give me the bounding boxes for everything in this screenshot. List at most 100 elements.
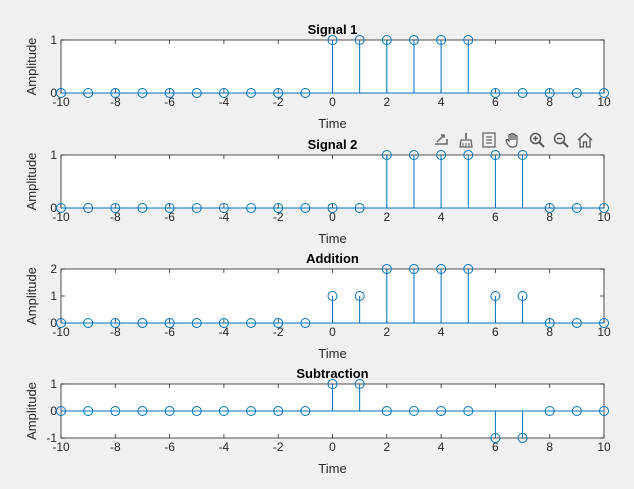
stem-marker xyxy=(300,203,311,213)
x-tick-label: -2 xyxy=(273,325,284,339)
stem-marker xyxy=(137,318,148,328)
subplot-title: Subtraction xyxy=(296,366,368,381)
x-tick-label: -8 xyxy=(110,210,121,224)
x-tick-label: 6 xyxy=(492,325,499,339)
stem-marker xyxy=(327,35,338,45)
stem-marker xyxy=(56,406,66,416)
stem-marker xyxy=(381,406,392,416)
x-tick-label: 4 xyxy=(438,325,445,339)
y-tick-label: -1 xyxy=(46,431,57,445)
x-tick-label: 10 xyxy=(597,95,611,109)
stem-marker xyxy=(246,88,257,98)
x-tick-label: -6 xyxy=(164,325,175,339)
stem-marker xyxy=(191,88,202,98)
x-tick-label: 8 xyxy=(546,325,553,339)
stem-marker xyxy=(191,318,202,328)
stem-marker xyxy=(517,150,528,160)
stem-marker xyxy=(544,318,555,328)
y-tick-label: 0 xyxy=(50,404,57,418)
x-tick-label: 8 xyxy=(546,210,553,224)
y-axis-label: Amplitude xyxy=(24,382,39,440)
x-tick-label: -6 xyxy=(164,210,175,224)
stem-marker xyxy=(137,203,148,213)
axes-toolbar xyxy=(430,129,595,150)
x-tick-label: 10 xyxy=(597,440,611,454)
stem-marker xyxy=(544,203,555,213)
stem-marker xyxy=(463,406,474,416)
y-tick-label: 0 xyxy=(50,86,57,100)
stem-marker xyxy=(191,203,202,213)
stem-marker xyxy=(544,406,555,416)
subplot-1: -10 -8 -6 -4 -2 0 2 4 6 8 10 0 1 Signal 1 Time Amplitud… xyxy=(24,22,611,131)
stem-marker xyxy=(164,406,175,416)
stem-marker xyxy=(354,379,365,389)
x-tick-label: -4 xyxy=(219,440,230,454)
stem-marker xyxy=(218,318,229,328)
stem-marker xyxy=(490,88,501,98)
x-tick-label: 0 xyxy=(329,95,336,109)
stem-marker xyxy=(354,203,365,213)
stem-marker xyxy=(490,291,501,301)
home-icon[interactable] xyxy=(574,129,595,150)
data-tips-icon[interactable] xyxy=(478,129,499,150)
brush-icon[interactable] xyxy=(454,129,475,150)
y-tick-label: 1 xyxy=(50,377,57,391)
subplot-3: -10 -8 -6 -4 -2 0 2 4 6 8 10 0 1 2 Addition Time Amplitu… xyxy=(24,251,611,361)
x-tick-label: 0 xyxy=(329,440,336,454)
stem-marker xyxy=(436,406,447,416)
stem-marker xyxy=(599,203,609,213)
stem-marker xyxy=(56,88,66,98)
x-axis-label: Time xyxy=(318,231,346,246)
stem-marker xyxy=(164,88,175,98)
stem-marker xyxy=(408,150,419,160)
x-tick-label: -8 xyxy=(110,95,121,109)
x-axis-label: Time xyxy=(318,346,346,361)
stem-marker xyxy=(571,88,582,98)
plot-area xyxy=(60,154,605,209)
stem-marker xyxy=(246,318,257,328)
subplot-2: -10 -8 -6 -4 -2 0 2 4 6 8 10 0 1 Signal 2 Time Amplitud… xyxy=(24,137,611,246)
subplot-title: Signal 1 xyxy=(308,22,358,37)
stem-marker xyxy=(300,88,311,98)
stem-marker xyxy=(599,318,609,328)
stem-marker xyxy=(463,264,474,274)
x-tick-label: -8 xyxy=(110,440,121,454)
subplot-4: -10 -8 -6 -4 -2 0 2 4 6 8 10-101SubtractionTimeAmp… xyxy=(24,366,611,476)
zoom-in-icon[interactable] xyxy=(526,129,547,150)
stem-marker xyxy=(463,150,474,160)
stem-marker xyxy=(300,406,311,416)
stem-marker xyxy=(571,318,582,328)
stem-marker xyxy=(436,150,447,160)
y-axis-label: Amplitude xyxy=(24,153,39,211)
pan-hand-icon[interactable] xyxy=(502,129,523,150)
zoom-out-icon[interactable] xyxy=(550,129,571,150)
stem-marker xyxy=(164,318,175,328)
x-tick-label: 4 xyxy=(438,210,445,224)
x-tick-label: 6 xyxy=(492,95,499,109)
x-axis-label: Time xyxy=(318,116,346,131)
x-tick-label: -4 xyxy=(219,210,230,224)
x-tick-label: 2 xyxy=(383,95,390,109)
x-tick-label: 0 xyxy=(329,325,336,339)
export-icon[interactable] xyxy=(430,129,451,150)
x-tick-label: 0 xyxy=(329,210,336,224)
x-tick-label: 8 xyxy=(546,440,553,454)
subplot-title: Signal 2 xyxy=(308,137,358,152)
stem-marker xyxy=(354,35,365,45)
stem-marker xyxy=(273,318,284,328)
x-tick-label: -10 xyxy=(52,95,70,109)
x-tick-label: -2 xyxy=(273,210,284,224)
stem-marker xyxy=(436,35,447,45)
x-tick-label: 8 xyxy=(546,95,553,109)
stem-marker xyxy=(571,406,582,416)
y-tick-label: 2 xyxy=(50,262,57,276)
stem-marker xyxy=(463,35,474,45)
stem-marker xyxy=(110,318,121,328)
x-tick-label: 6 xyxy=(492,210,499,224)
x-tick-label: -10 xyxy=(52,325,70,339)
x-tick-label: 6 xyxy=(492,440,499,454)
stem-marker xyxy=(83,406,94,416)
x-tick-label: 2 xyxy=(383,325,390,339)
stem-marker xyxy=(490,433,501,443)
